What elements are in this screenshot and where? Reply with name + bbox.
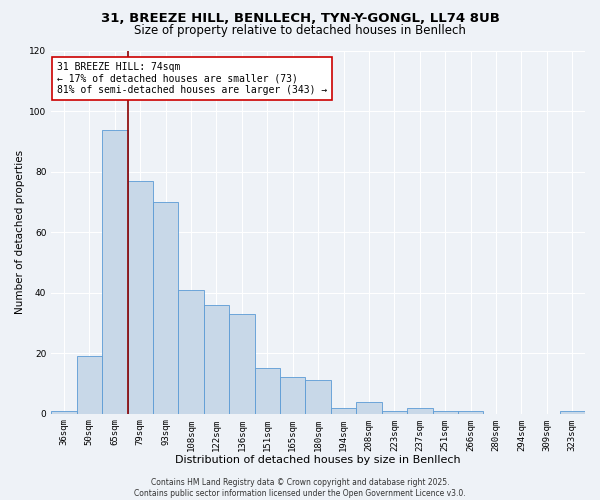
Bar [433, 410, 458, 414]
Bar [178, 290, 204, 414]
Bar [305, 380, 331, 414]
Bar [254, 368, 280, 414]
Bar [229, 314, 254, 414]
Bar [280, 378, 305, 414]
Y-axis label: Number of detached properties: Number of detached properties [15, 150, 25, 314]
Bar [153, 202, 178, 414]
Bar [128, 181, 153, 414]
X-axis label: Distribution of detached houses by size in Benllech: Distribution of detached houses by size … [175, 455, 461, 465]
Bar [77, 356, 102, 414]
Bar [102, 130, 128, 414]
Bar [356, 402, 382, 413]
Bar [407, 408, 433, 414]
Text: 31, BREEZE HILL, BENLLECH, TYN-Y-GONGL, LL74 8UB: 31, BREEZE HILL, BENLLECH, TYN-Y-GONGL, … [101, 12, 499, 26]
Bar [51, 410, 77, 414]
Bar [560, 410, 585, 414]
Text: Contains HM Land Registry data © Crown copyright and database right 2025.
Contai: Contains HM Land Registry data © Crown c… [134, 478, 466, 498]
Text: 31 BREEZE HILL: 74sqm
← 17% of detached houses are smaller (73)
81% of semi-deta: 31 BREEZE HILL: 74sqm ← 17% of detached … [56, 62, 327, 95]
Bar [204, 305, 229, 414]
Bar [458, 410, 484, 414]
Bar [331, 408, 356, 414]
Bar [382, 410, 407, 414]
Text: Size of property relative to detached houses in Benllech: Size of property relative to detached ho… [134, 24, 466, 37]
